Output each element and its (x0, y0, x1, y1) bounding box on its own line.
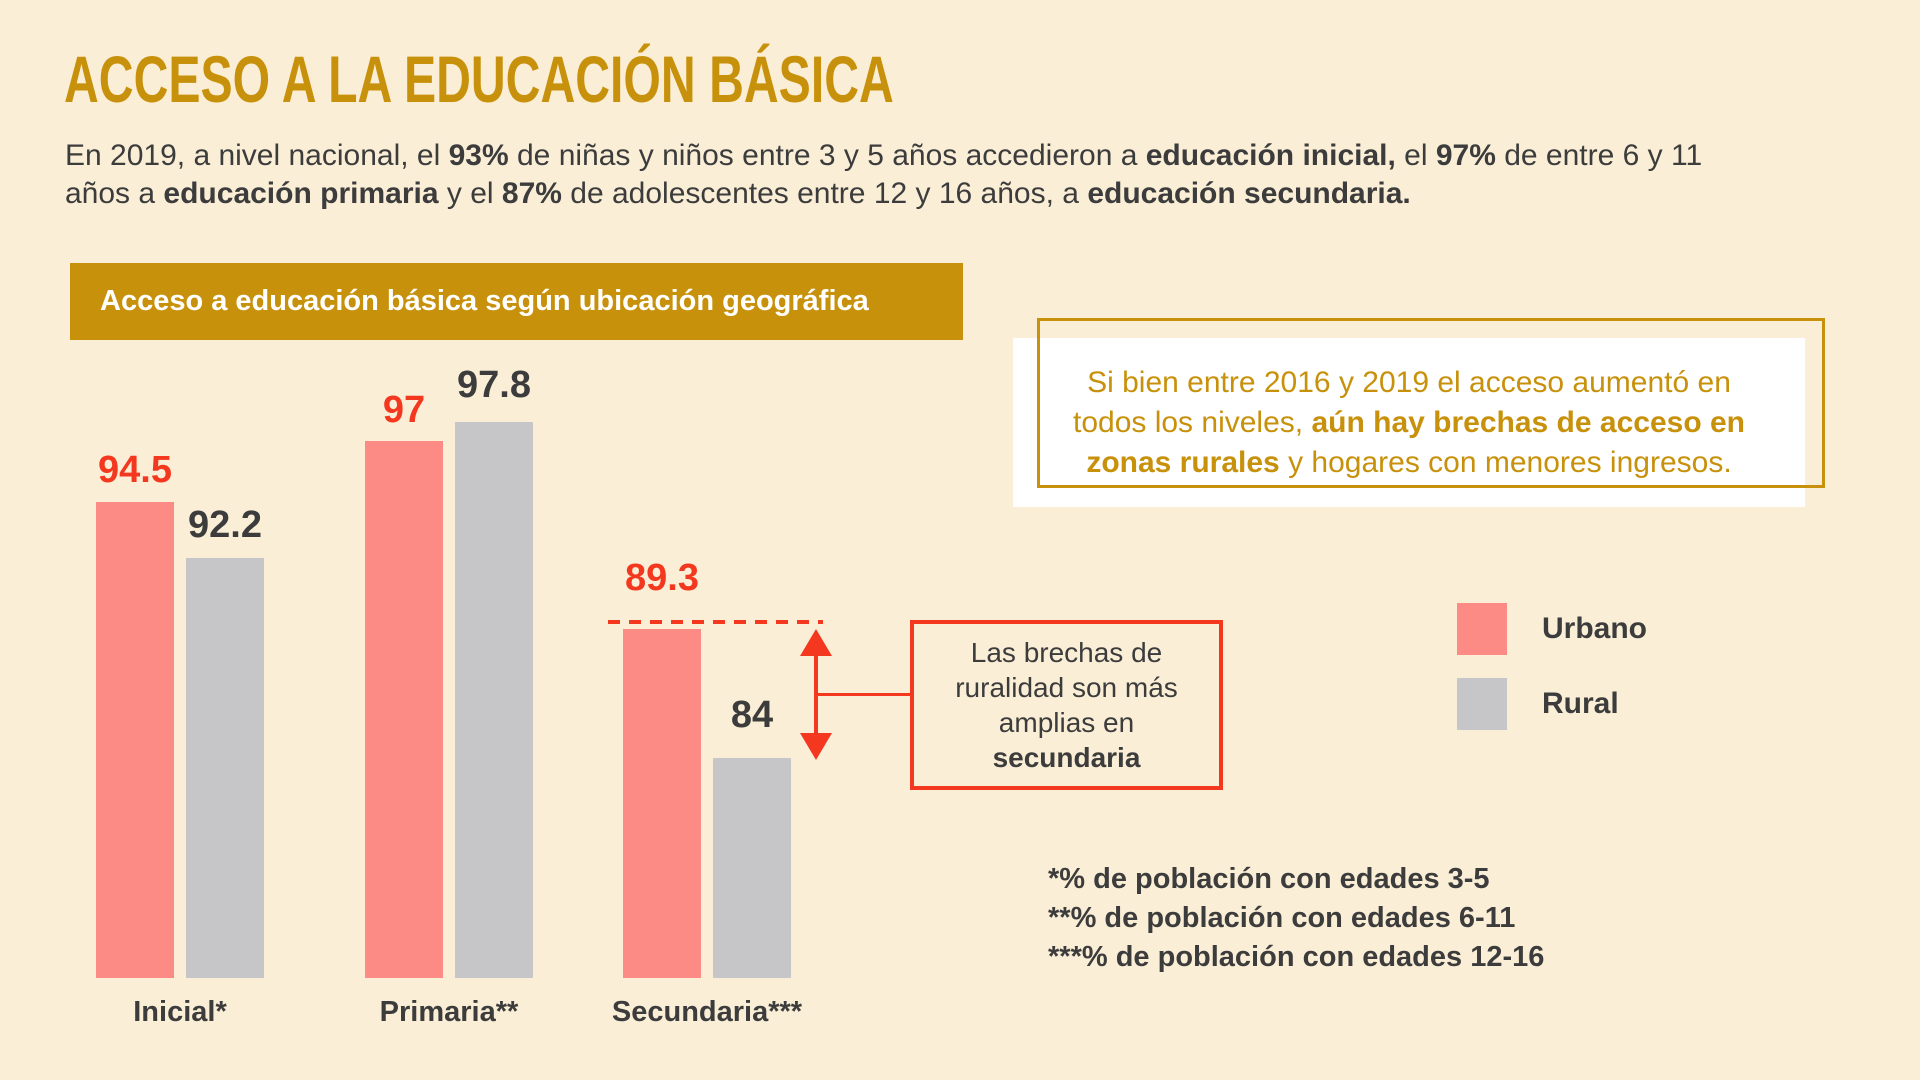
legend-item-rural: Rural (1457, 678, 1619, 730)
footnotes: *% de población con edades 3-5 **% de pob… (1048, 860, 1544, 977)
gap-arrow-connector (816, 693, 910, 696)
text-line: Si bien entre 2016 y 2019 el acceso aume… (1087, 365, 1731, 399)
bar-group-primaria: 97 97.8 (365, 364, 533, 978)
bar-rural-inicial: 92.2 (186, 504, 264, 978)
bar-value-label: 97 (382, 389, 426, 431)
text-line: secundaria (992, 742, 1141, 773)
bar-group-inicial: 94.5 92.2 (96, 449, 264, 978)
category-label-inicial: Inicial* (133, 996, 227, 1028)
highlight-callout: Si bien entre 2016 y 2019 el acceso aume… (1013, 338, 1805, 507)
text-line: ruralidad son más (955, 672, 1178, 703)
bar-value-label: 92.2 (188, 504, 262, 546)
bar-value-label: 89.3 (625, 557, 699, 599)
legend-label-rural: Rural (1542, 687, 1619, 720)
footnote-line: *% de población con edades 3-5 (1048, 863, 1490, 895)
text-line: amplias en (998, 707, 1135, 738)
footnote-line: ***% de población con edades 12-16 (1048, 941, 1545, 973)
text-line: todos los niveles, aún hay brechas de ac… (1072, 405, 1745, 439)
legend-item-urbano: Urbano (1457, 603, 1647, 655)
bar-urbano-primaria: 97 (365, 389, 443, 978)
chart-title: Acceso a educación básica según ubicació… (100, 285, 869, 317)
gap-note-box: Las brechas de ruralidad son más amplias e… (910, 620, 1223, 790)
footnote-line: **% de población con edades 6-11 (1048, 902, 1516, 934)
bar-value-label: 97.8 (457, 364, 531, 406)
bar-value-label: 84 (730, 694, 774, 736)
text-line: Las brechas de (970, 637, 1163, 668)
bar-urbano-secundaria: 89.3 (623, 557, 701, 978)
page-title: ACCESO A LA EDUCACIÓN BÁSICA (64, 42, 894, 116)
legend-swatch-urbano (1457, 603, 1507, 655)
bar-urbano-inicial: 94.5 (96, 449, 174, 978)
category-label-secundaria: Secundaria*** (611, 996, 803, 1028)
intro-paragraph: En 2019, a nivel nacional, el 93% de niñ… (65, 137, 1702, 213)
arrow-up-icon (800, 629, 832, 656)
gap-arrow-shaft (814, 652, 818, 742)
legend-label-urbano: Urbano (1542, 612, 1647, 645)
legend-swatch-rural (1457, 678, 1507, 730)
category-label-primaria: Primaria** (379, 996, 519, 1028)
bar-group-secundaria: 89.3 84 (623, 557, 791, 978)
dashed-reference-line (608, 620, 823, 624)
bar-value-label: 94.5 (98, 449, 172, 491)
chart-title-banner: Acceso a educación básica según ubicació… (70, 263, 963, 340)
bar-rural-secundaria: 84 (713, 694, 791, 978)
text-line: En 2019, a nivel nacional, el 93% de niñ… (65, 139, 1703, 172)
arrow-down-icon (800, 733, 832, 760)
bar-rural-primaria: 97.8 (455, 364, 533, 978)
text-line: zonas rurales y hogares con menores ingr… (1086, 445, 1732, 479)
text-line: años a educación primaria y el 87% de ad… (65, 177, 1411, 210)
